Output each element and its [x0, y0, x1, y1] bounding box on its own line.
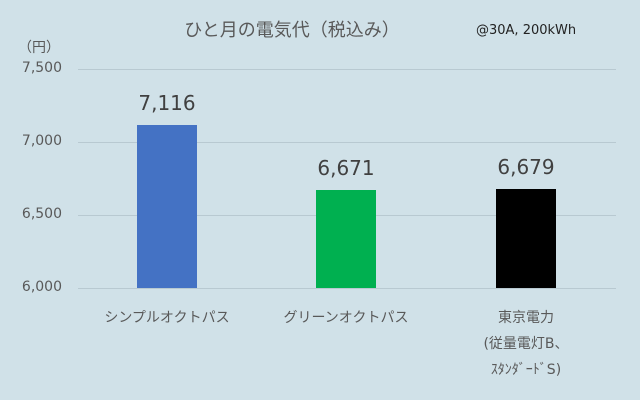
chart-title: ひと月の電気代（税込み）	[184, 20, 400, 41]
y-tick-7500: 7,500	[21, 60, 62, 76]
y-tick-6500: 6,500	[21, 206, 62, 222]
bar-value-label: 7,116	[138, 91, 196, 115]
bar-value-label: 6,679	[497, 155, 555, 179]
gridline	[78, 142, 616, 143]
x-category-label: グリーンオクトパス	[283, 310, 409, 326]
bar-value-label: 6,671	[317, 156, 375, 180]
y-axis-unit-label: （円）	[18, 40, 60, 56]
x-category-label: 東京電力 (従量電灯B、 ｽﾀﾝﾀﾞｰﾄﾞS)	[483, 310, 569, 378]
chart-subtitle: @30A, 200kWh	[476, 23, 577, 38]
y-tick-6000: 6,000	[21, 279, 62, 295]
x-axis-line	[78, 288, 616, 289]
y-tick-7000: 7,000	[21, 133, 62, 149]
x-category-label: シンプルオクトパス	[104, 310, 230, 326]
gridline	[78, 69, 616, 70]
bar-2	[496, 189, 556, 288]
bar-0	[137, 125, 197, 288]
bar-1	[316, 190, 376, 288]
